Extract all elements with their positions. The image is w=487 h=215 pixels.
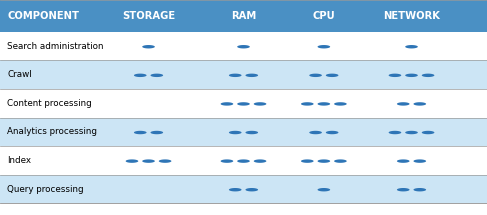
Text: STORAGE: STORAGE xyxy=(122,11,175,21)
Text: Crawl: Crawl xyxy=(7,70,32,79)
PathPatch shape xyxy=(301,158,314,163)
PathPatch shape xyxy=(142,44,155,48)
Text: Search administration: Search administration xyxy=(7,42,104,51)
PathPatch shape xyxy=(422,129,434,134)
Text: Index: Index xyxy=(7,156,31,165)
PathPatch shape xyxy=(318,101,330,106)
PathPatch shape xyxy=(318,44,330,48)
Text: Analytics processing: Analytics processing xyxy=(7,127,97,136)
PathPatch shape xyxy=(245,72,258,77)
PathPatch shape xyxy=(229,129,242,134)
PathPatch shape xyxy=(134,129,147,134)
Text: Query processing: Query processing xyxy=(7,185,84,194)
PathPatch shape xyxy=(405,44,418,48)
PathPatch shape xyxy=(326,129,338,134)
PathPatch shape xyxy=(221,158,233,163)
PathPatch shape xyxy=(150,129,163,134)
PathPatch shape xyxy=(405,72,418,77)
PathPatch shape xyxy=(229,72,242,77)
Bar xyxy=(0,175,487,203)
Bar xyxy=(0,89,487,118)
PathPatch shape xyxy=(245,187,258,191)
PathPatch shape xyxy=(301,101,314,106)
PathPatch shape xyxy=(334,158,347,163)
PathPatch shape xyxy=(245,129,258,134)
PathPatch shape xyxy=(237,101,250,106)
Bar xyxy=(0,146,487,175)
Text: RAM: RAM xyxy=(231,11,256,21)
PathPatch shape xyxy=(309,72,322,77)
Bar xyxy=(0,118,487,146)
PathPatch shape xyxy=(413,187,426,191)
PathPatch shape xyxy=(221,101,233,106)
PathPatch shape xyxy=(334,101,347,106)
PathPatch shape xyxy=(237,44,250,48)
PathPatch shape xyxy=(413,101,426,106)
PathPatch shape xyxy=(397,101,410,106)
PathPatch shape xyxy=(389,129,401,134)
PathPatch shape xyxy=(229,187,242,191)
Bar xyxy=(0,60,487,89)
PathPatch shape xyxy=(405,129,418,134)
Text: Content processing: Content processing xyxy=(7,99,92,108)
PathPatch shape xyxy=(159,158,171,163)
PathPatch shape xyxy=(134,72,147,77)
PathPatch shape xyxy=(237,158,250,163)
PathPatch shape xyxy=(318,158,330,163)
PathPatch shape xyxy=(326,72,338,77)
Bar xyxy=(0,32,487,60)
PathPatch shape xyxy=(254,158,266,163)
PathPatch shape xyxy=(413,158,426,163)
Bar xyxy=(0,0,487,32)
PathPatch shape xyxy=(126,158,138,163)
PathPatch shape xyxy=(389,72,401,77)
PathPatch shape xyxy=(397,158,410,163)
PathPatch shape xyxy=(422,72,434,77)
Text: CPU: CPU xyxy=(313,11,335,21)
PathPatch shape xyxy=(254,101,266,106)
PathPatch shape xyxy=(309,129,322,134)
PathPatch shape xyxy=(318,187,330,191)
Text: NETWORK: NETWORK xyxy=(383,11,440,21)
PathPatch shape xyxy=(150,72,163,77)
PathPatch shape xyxy=(142,158,155,163)
Text: COMPONENT: COMPONENT xyxy=(7,11,79,21)
PathPatch shape xyxy=(397,187,410,191)
